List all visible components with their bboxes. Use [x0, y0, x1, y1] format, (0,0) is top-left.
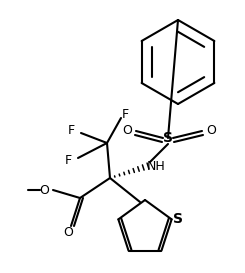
Text: O: O — [122, 124, 132, 138]
Text: S: S — [173, 212, 183, 226]
Text: O: O — [63, 227, 73, 239]
Text: O: O — [206, 124, 216, 138]
Text: F: F — [67, 124, 74, 138]
Text: F: F — [64, 153, 72, 167]
Text: F: F — [122, 108, 129, 120]
Text: NH: NH — [147, 159, 165, 173]
Text: S: S — [163, 131, 173, 145]
Text: O: O — [39, 183, 49, 197]
